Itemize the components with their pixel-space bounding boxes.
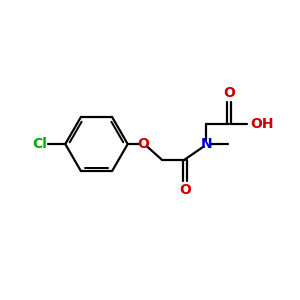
Text: OH: OH bbox=[250, 117, 274, 131]
Text: Cl: Cl bbox=[32, 137, 47, 151]
Text: O: O bbox=[179, 183, 191, 197]
Text: N: N bbox=[200, 137, 212, 151]
Text: O: O bbox=[224, 86, 235, 100]
Text: O: O bbox=[137, 137, 149, 151]
